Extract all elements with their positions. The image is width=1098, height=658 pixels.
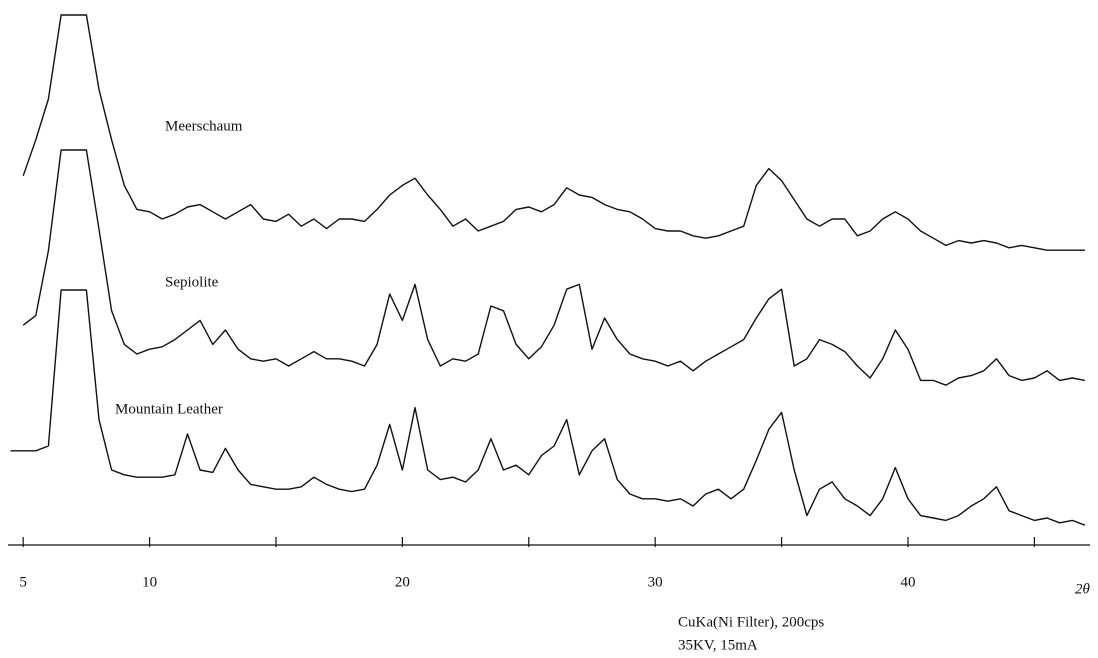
x-tick-label: 30	[648, 574, 663, 590]
trace	[22, 149, 1086, 386]
x-tick-label: 20	[395, 574, 410, 590]
x-tick-label: 10	[142, 574, 157, 590]
series-label: Sepiolite	[165, 274, 219, 290]
annotation: CuKa(Ni Filter), 200cps	[678, 614, 824, 630]
series-label: Meerschaum	[165, 118, 243, 134]
x-axis-label: 2θ	[1075, 581, 1091, 597]
annotation: 35KV, 15mA	[678, 637, 758, 653]
trace	[10, 289, 1086, 526]
x-tick-label: 5	[19, 574, 27, 590]
series-label: Mountain Leather	[115, 401, 223, 417]
trace	[22, 14, 1085, 251]
x-tick-label: 40	[900, 574, 915, 590]
